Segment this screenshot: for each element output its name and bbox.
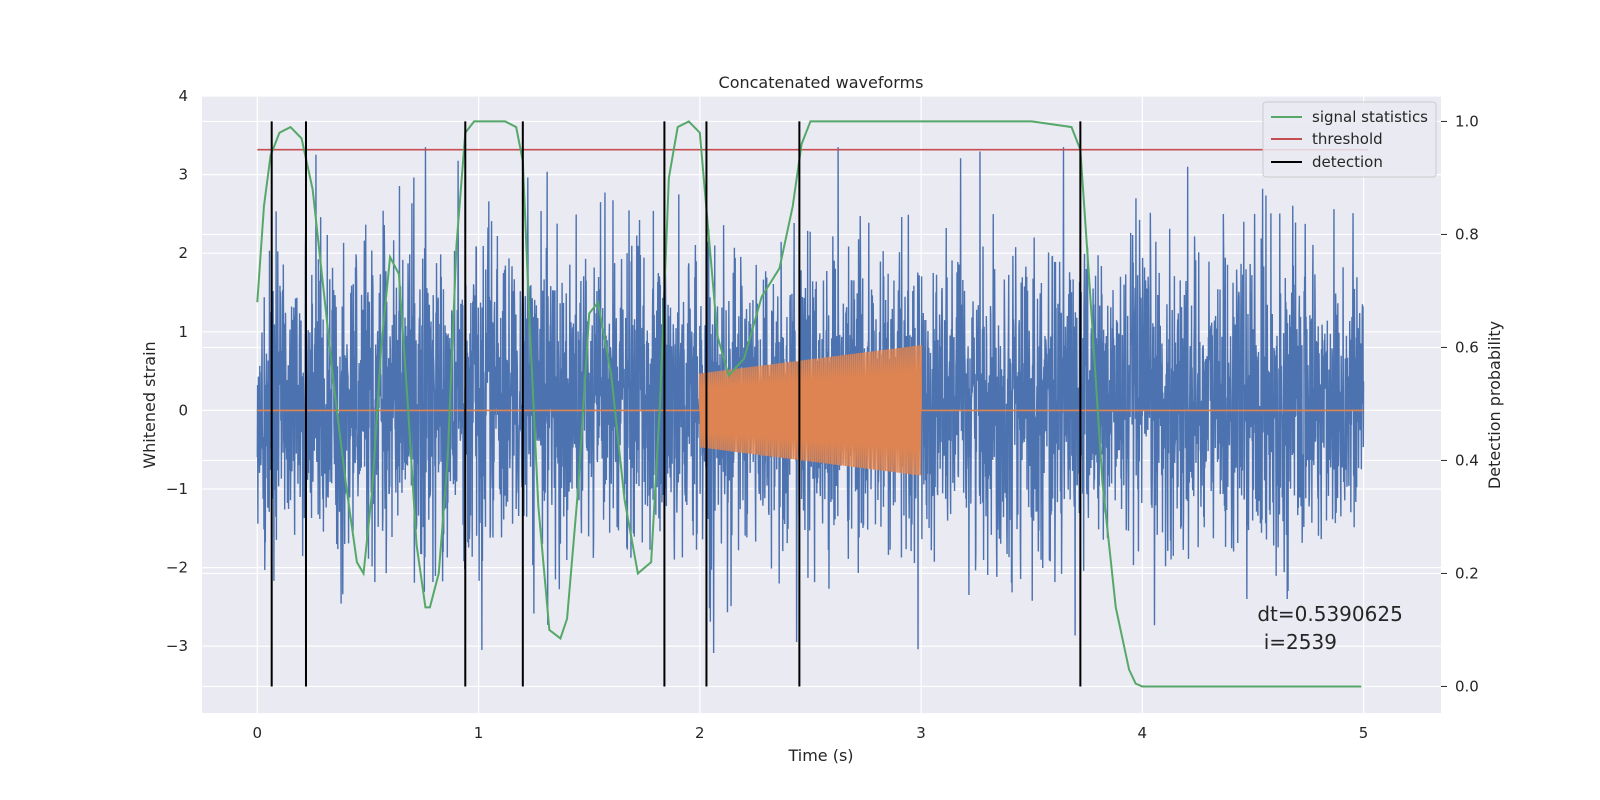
y-axis-label-left: Whitened strain xyxy=(140,341,159,468)
legend-label-signal-statistics: signal statistics xyxy=(1312,108,1428,126)
x-tick-label: 2 xyxy=(695,724,705,742)
legend-label-threshold: threshold xyxy=(1312,130,1383,148)
y-tick-label-right: 1.0 xyxy=(1455,112,1479,130)
x-tick-label: 4 xyxy=(1138,724,1148,742)
y-tick-label-left: 3 xyxy=(178,166,188,184)
y-tick-label-left: −3 xyxy=(166,637,188,655)
y-tick-label-left: −1 xyxy=(166,480,188,498)
chart-title: Concatenated waveforms xyxy=(719,73,924,92)
y-tick-label-right: 0.6 xyxy=(1455,338,1479,356)
x-tick-label: 0 xyxy=(253,724,263,742)
y-tick-label-left: −2 xyxy=(166,559,188,577)
legend-box xyxy=(1262,101,1437,178)
x-axis-label: Time (s) xyxy=(787,746,853,765)
legend: signal statistics threshold detection xyxy=(1262,101,1437,178)
legend-label-detection: detection xyxy=(1312,153,1383,171)
y-tick-label-right: 0.8 xyxy=(1455,225,1479,243)
y-tick-label-left: 1 xyxy=(178,323,188,341)
series-injected-signal-line xyxy=(257,345,1364,476)
x-tick-label: 3 xyxy=(916,724,926,742)
x-tick-label: 1 xyxy=(474,724,484,742)
y-tick-label-right: 0.2 xyxy=(1455,564,1479,582)
series-layer xyxy=(256,120,1368,688)
annotation-index: i=2539 xyxy=(1257,630,1337,654)
series-signal-statistics-line xyxy=(256,120,1362,688)
y-tick-label-right: 0.0 xyxy=(1455,677,1479,695)
ticks: 0 1 2 3 4 5 −3 −2 −1 0 1 2 3 4 0.0 0.2 0.4 0.6 0.8 1.0 xyxy=(166,87,1479,742)
y-tick-label-left: 0 xyxy=(178,401,188,419)
annotation-dt: dt=0.5390625 xyxy=(1257,602,1402,626)
y-tick-label-left: 4 xyxy=(178,87,188,105)
y-tick-label-right: 0.4 xyxy=(1455,451,1479,469)
y-axis-label-right: Detection probability xyxy=(1485,321,1504,489)
y-tick-label-left: 2 xyxy=(178,244,188,262)
x-tick-label: 5 xyxy=(1359,724,1369,742)
